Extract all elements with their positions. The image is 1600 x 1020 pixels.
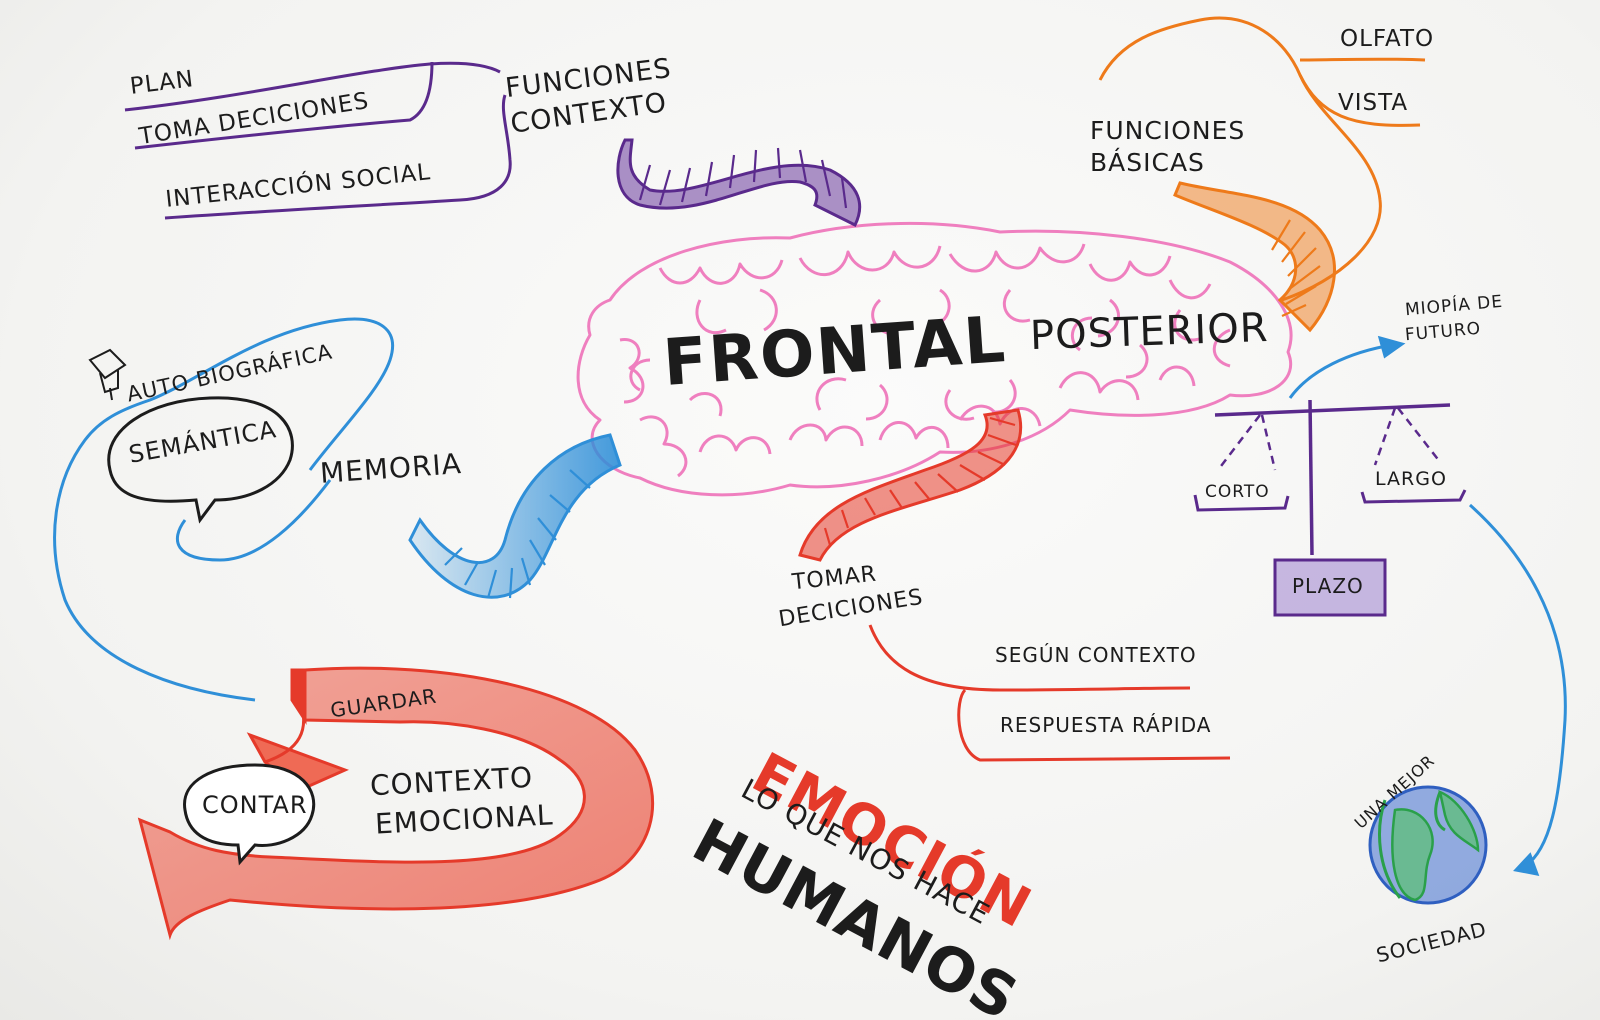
contar-bubble xyxy=(183,763,316,866)
contar-label: CONTAR xyxy=(202,791,308,819)
plazo-label: PLAZO xyxy=(1292,574,1364,598)
blue-branch xyxy=(53,317,622,702)
posterior-label: POSTERIOR xyxy=(1029,304,1270,360)
red-branch xyxy=(798,408,1231,762)
largo-label: LARGO xyxy=(1375,468,1447,490)
blue-arrows xyxy=(1288,335,1567,876)
purple-branch xyxy=(124,61,862,228)
speech-bubbles xyxy=(107,396,316,866)
funciones-basicas-title-2: BÁSICAS xyxy=(1090,148,1205,177)
balance-scale xyxy=(1193,399,1467,617)
globe-icon xyxy=(1368,785,1488,905)
respuesta-rapida-label: RESPUESTA RÁPIDA xyxy=(1000,713,1212,737)
orange-branch xyxy=(1098,16,1426,333)
contexto-emocional-title-1: CONTEXTO xyxy=(369,760,534,803)
semantica-bubble xyxy=(107,396,294,524)
graduation-cap-icon xyxy=(88,348,127,401)
corto-label: CORTO xyxy=(1205,482,1270,502)
funciones-basicas-title-1: FUNCIONES xyxy=(1090,116,1246,145)
segun-contexto-label: SEGÚN CONTEXTO xyxy=(995,643,1197,667)
vista-label: VISTA xyxy=(1338,90,1409,116)
olfato-label: OLFATO xyxy=(1340,26,1435,52)
